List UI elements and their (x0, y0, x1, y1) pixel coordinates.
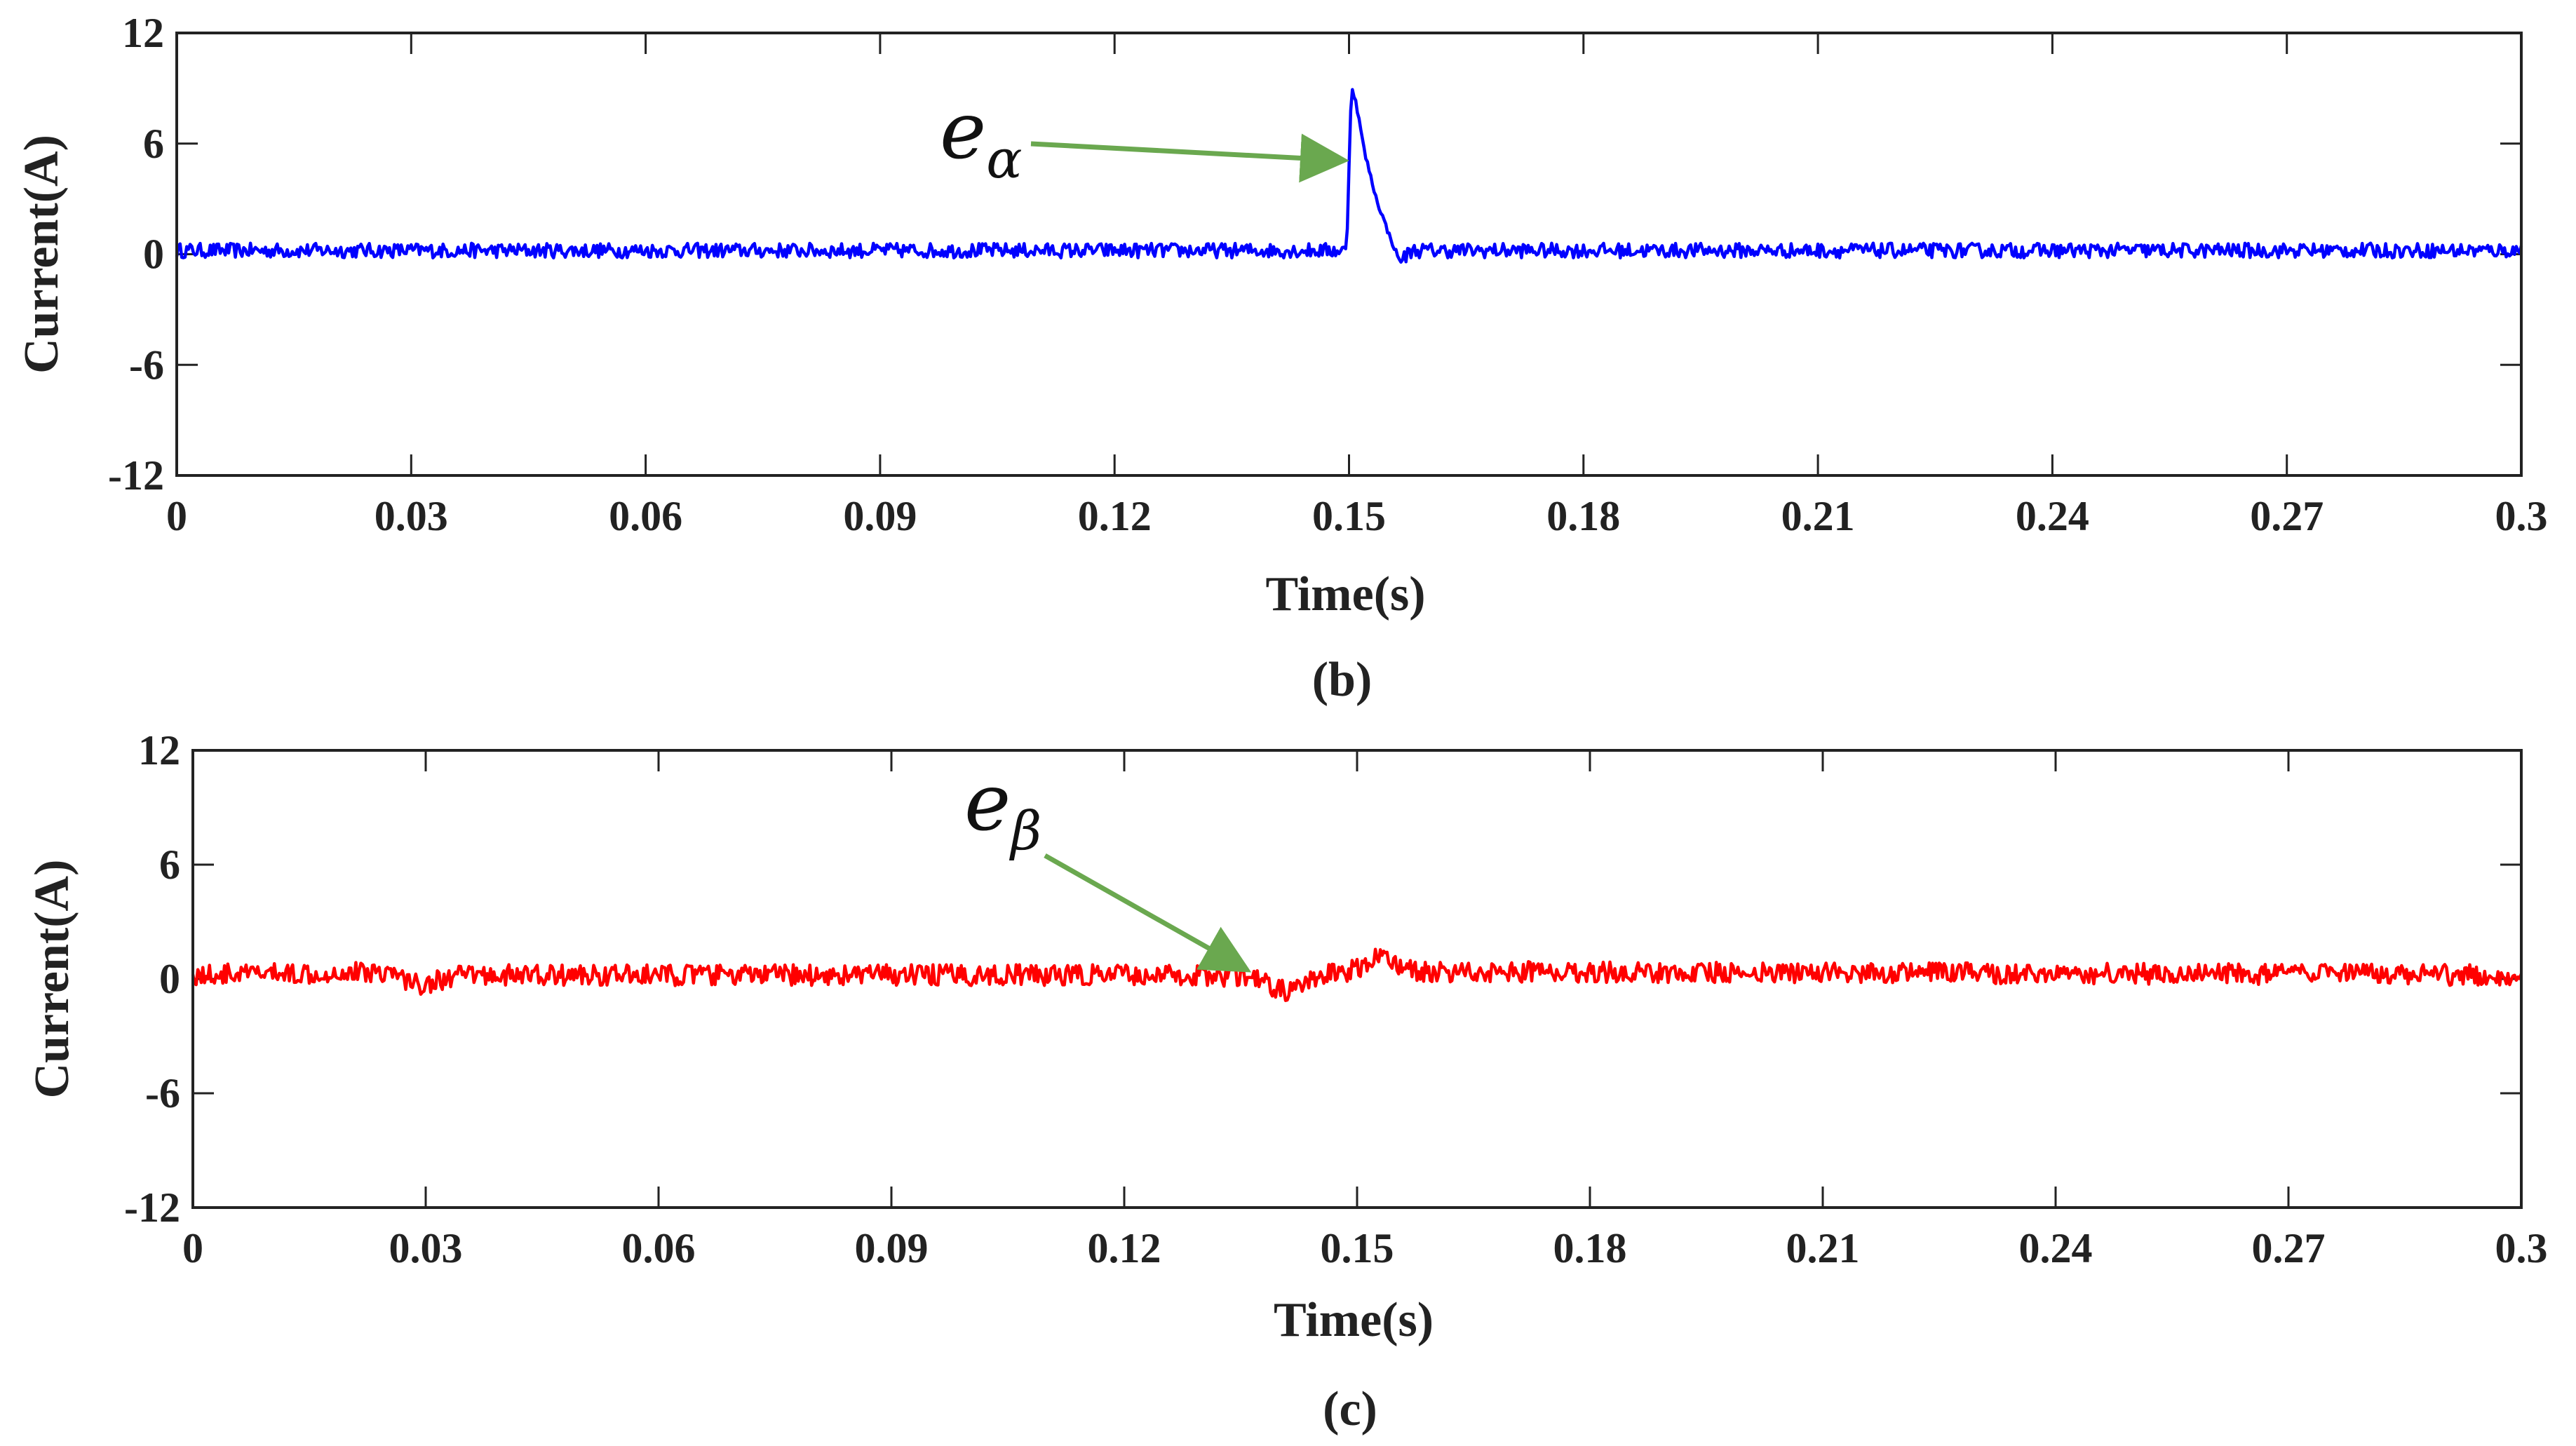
y-axis-label: Current(A) (15, 135, 69, 374)
y-tick-labels: 12 6 0 -6 -12 (108, 10, 164, 499)
series-line-e-beta (191, 947, 2523, 1002)
x-tick-label: 0 (166, 493, 187, 539)
x-tick-label: 0.21 (1781, 493, 1855, 539)
y-axis-label: Current(A) (25, 860, 79, 1099)
x-tick-label: 0.15 (1321, 1225, 1394, 1271)
panel-caption: (c) (1323, 1382, 1377, 1436)
y-tick-label: 6 (159, 842, 180, 888)
x-tick-label: 0.12 (1088, 1225, 1161, 1271)
x-tick-label: 0.15 (1312, 493, 1386, 539)
plot-frame (175, 32, 2523, 477)
y-tick-label: -12 (124, 1184, 180, 1231)
x-tick-label: 0.18 (1553, 1225, 1627, 1271)
y-tick-label: 6 (143, 121, 164, 167)
x-tick-label: 0.09 (843, 493, 917, 539)
x-axis-label: Time(s) (1274, 1293, 1434, 1347)
x-tick-label: 0.21 (1786, 1225, 1860, 1271)
x-tick-label: 0.18 (1546, 493, 1620, 539)
y-tick-label: 12 (138, 727, 180, 773)
x-tick-label: 0.24 (2016, 493, 2089, 539)
annotation-label-e-beta: eβ (964, 757, 1041, 862)
annotation-arrow (1030, 133, 1349, 183)
x-axis-label: Time(s) (1265, 567, 1425, 621)
x-tick-label: 0 (182, 1225, 203, 1271)
annotation-label-e-alpha: eα (940, 86, 1023, 190)
x-tick-label: 0.12 (1078, 493, 1152, 539)
x-tick-label: 0.06 (622, 1225, 696, 1271)
y-tick-label: 0 (143, 231, 164, 278)
x-tick-label: 0.06 (609, 493, 682, 539)
y-tick-label: -6 (145, 1070, 180, 1116)
plot-frame (191, 749, 2523, 1209)
x-tick-label: 0.27 (2252, 1225, 2326, 1271)
x-tick-labels: 0 0.03 0.06 0.09 0.12 0.15 0.18 0.21 0.24 0.27 0.3 (182, 1225, 2548, 1271)
x-tick-label: 0.24 (2019, 1225, 2093, 1271)
x-tick-label: 0.09 (855, 1225, 929, 1271)
series-line-e-alpha (175, 88, 2523, 264)
x-tick-label: 0.27 (2250, 493, 2324, 539)
y-tick-labels: 12 6 0 -6 -12 (124, 727, 180, 1231)
y-tick-label: 0 (159, 956, 180, 1002)
y-tick-label: 12 (122, 10, 164, 56)
x-tick-label: 0.3 (2495, 1225, 2548, 1271)
x-tick-labels: 0 0.03 0.06 0.09 0.12 0.15 0.18 0.21 0.24 0.27 0.3 (166, 493, 2548, 539)
y-tick-label: -12 (108, 452, 164, 499)
annotation-arrow (1044, 853, 1252, 973)
x-tick-label: 0.3 (2495, 493, 2548, 539)
x-tick-label: 0.03 (389, 1225, 463, 1271)
panel-caption: (b) (1312, 653, 1373, 707)
y-tick-label: -6 (129, 342, 164, 388)
x-tick-label: 0.03 (375, 493, 448, 539)
